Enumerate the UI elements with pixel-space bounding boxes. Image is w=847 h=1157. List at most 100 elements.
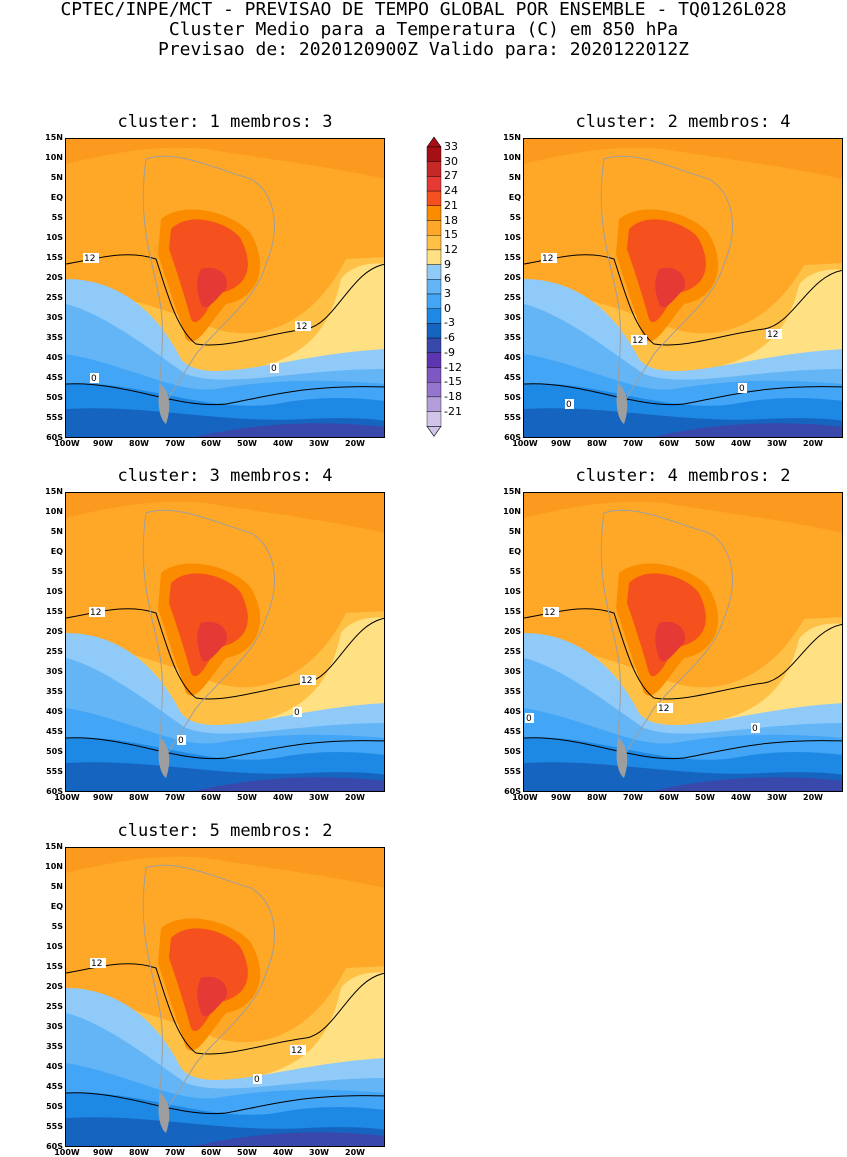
- lat-label: 15N: [45, 487, 63, 496]
- colorbar-label: 33: [444, 140, 458, 153]
- lat-label: 60S: [46, 1142, 63, 1151]
- colorbar-label: 9: [444, 257, 451, 271]
- colorbar-segment: [426, 337, 442, 354]
- lon-label: 40W: [731, 439, 751, 448]
- colorbar-label: 24: [444, 184, 458, 198]
- lat-label: 10S: [46, 942, 63, 951]
- lat-label: 60S: [46, 787, 63, 796]
- lat-label: 15S: [504, 253, 521, 262]
- contour-label: 0: [738, 383, 747, 394]
- colorbar-label: 21: [444, 198, 458, 212]
- lat-label: 10S: [46, 587, 63, 596]
- map-panel-4: 12 12 0 0: [523, 492, 843, 792]
- lat-label: 45S: [46, 727, 63, 736]
- lon-label: 80W: [587, 439, 607, 448]
- svg-text:0: 0: [566, 400, 572, 410]
- lat-label: 5N: [50, 882, 63, 891]
- lat-label: 55S: [504, 413, 521, 422]
- lat-label: 30S: [46, 313, 63, 322]
- lon-label: 20W: [803, 439, 823, 448]
- svg-text:0: 0: [271, 364, 277, 374]
- map-svg-5: 12 12 0: [66, 848, 384, 1146]
- lat-label: EQ: [50, 547, 63, 556]
- lat-label: 35S: [46, 333, 63, 342]
- lon-label: 20W: [345, 793, 365, 802]
- lon-label: 20W: [345, 439, 365, 448]
- lon-label: 60W: [201, 793, 221, 802]
- svg-text:12: 12: [767, 330, 778, 340]
- lon-label: 90W: [551, 439, 571, 448]
- svg-text:12: 12: [301, 676, 312, 686]
- svg-text:0: 0: [739, 384, 745, 394]
- svg-text:0: 0: [526, 714, 532, 724]
- lat-label: 20S: [504, 627, 521, 636]
- lat-label: 15N: [503, 487, 521, 496]
- contour-label: 0: [565, 399, 574, 410]
- lon-label: 40W: [273, 439, 293, 448]
- lat-label: 40S: [504, 707, 521, 716]
- lat-label: 5S: [51, 922, 63, 931]
- lat-label: 5N: [50, 527, 63, 536]
- svg-text:12: 12: [291, 1046, 302, 1056]
- lon-label: 20W: [803, 793, 823, 802]
- lat-label: 50S: [46, 393, 63, 402]
- lon-label: 70W: [165, 793, 185, 802]
- colorbar-segment: [426, 367, 442, 383]
- lat-label: 50S: [504, 747, 521, 756]
- lon-label: 50W: [237, 793, 257, 802]
- lat-label: EQ: [508, 547, 521, 556]
- contour-label: 12: [541, 253, 557, 264]
- colorbar-label: 18: [444, 213, 458, 227]
- contour-label: 0: [90, 373, 99, 384]
- lat-label: 20S: [46, 627, 63, 636]
- lat-label: 25S: [46, 293, 63, 302]
- lat-label: 45S: [46, 373, 63, 382]
- lat-label: EQ: [50, 902, 63, 911]
- svg-text:0: 0: [294, 708, 300, 718]
- lat-label: 45S: [504, 727, 521, 736]
- colorbar-label: 6: [444, 272, 451, 286]
- lat-label: 45S: [504, 373, 521, 382]
- svg-text:0: 0: [254, 1075, 260, 1085]
- colorbar-label: -21: [444, 404, 462, 418]
- lat-label: 20S: [504, 273, 521, 282]
- colorbar-segment: [426, 249, 442, 265]
- lon-label: 30W: [767, 439, 787, 448]
- panel-title-1: cluster: 1 membros: 3: [117, 112, 333, 132]
- lon-label: 70W: [165, 439, 185, 448]
- colorbar-segment: [426, 205, 442, 221]
- lat-label: 5S: [51, 213, 63, 222]
- lon-label: 100W: [512, 793, 538, 802]
- lon-label: 70W: [623, 439, 643, 448]
- colorbar-arrow-top: [426, 136, 442, 148]
- lat-label: 30S: [46, 1022, 63, 1031]
- lat-label: 40S: [46, 353, 63, 362]
- panel-title-3: cluster: 3 membros: 4: [117, 466, 333, 486]
- colorbar-segment: [426, 411, 442, 427]
- lon-label: 70W: [623, 793, 643, 802]
- colorbar-label: -3: [444, 316, 455, 330]
- panel-title-2: cluster: 2 membros: 4: [575, 112, 791, 132]
- lat-label: 40S: [46, 707, 63, 716]
- colorbar-segment: [426, 176, 442, 192]
- lat-label: 35S: [504, 333, 521, 342]
- lon-label: 80W: [129, 1148, 149, 1157]
- lat-label: 60S: [504, 433, 521, 442]
- lon-label: 30W: [767, 793, 787, 802]
- svg-text:12: 12: [90, 608, 101, 618]
- colorbar-label: -18: [444, 389, 462, 403]
- lat-label: 20S: [46, 273, 63, 282]
- map-panel-5: 12 12 0: [65, 847, 385, 1147]
- colorbar-label: 3: [444, 287, 451, 300]
- lon-label: 70W: [165, 1148, 185, 1157]
- lat-label: 5N: [508, 173, 521, 182]
- contour-label: 0: [751, 723, 760, 734]
- lat-label: 55S: [504, 767, 521, 776]
- lat-label: 55S: [46, 767, 63, 776]
- header-line-1: CPTEC/INPE/MCT - PREVISAO DE TEMPO GLOBA…: [60, 0, 787, 20]
- map-svg-2: 12 12 12 0 0: [524, 139, 842, 437]
- lat-label: 40S: [46, 1062, 63, 1071]
- lat-label: 25S: [46, 1002, 63, 1011]
- lat-label: 55S: [46, 413, 63, 422]
- lon-label: 90W: [93, 439, 113, 448]
